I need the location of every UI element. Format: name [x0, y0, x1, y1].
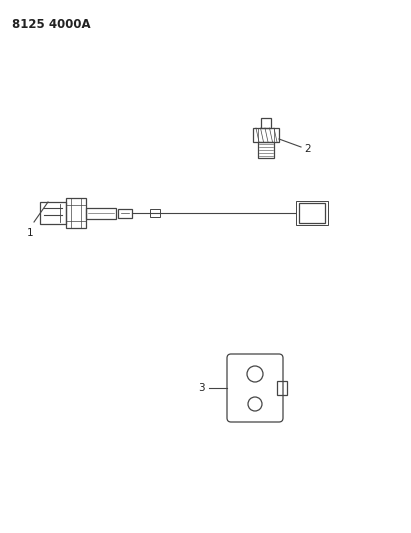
- Text: 2: 2: [304, 144, 311, 154]
- Bar: [299, 203, 325, 223]
- Bar: [66, 198, 86, 228]
- Bar: [277, 381, 287, 395]
- Bar: [86, 208, 116, 219]
- Bar: [296, 201, 328, 225]
- Bar: [258, 142, 274, 158]
- Bar: [150, 209, 160, 217]
- Text: 3: 3: [199, 383, 205, 393]
- Bar: [40, 202, 66, 224]
- Bar: [118, 209, 132, 218]
- Bar: [261, 118, 271, 128]
- Text: 1: 1: [27, 228, 33, 238]
- Text: 8125 4000A: 8125 4000A: [12, 18, 90, 31]
- Bar: [253, 128, 279, 142]
